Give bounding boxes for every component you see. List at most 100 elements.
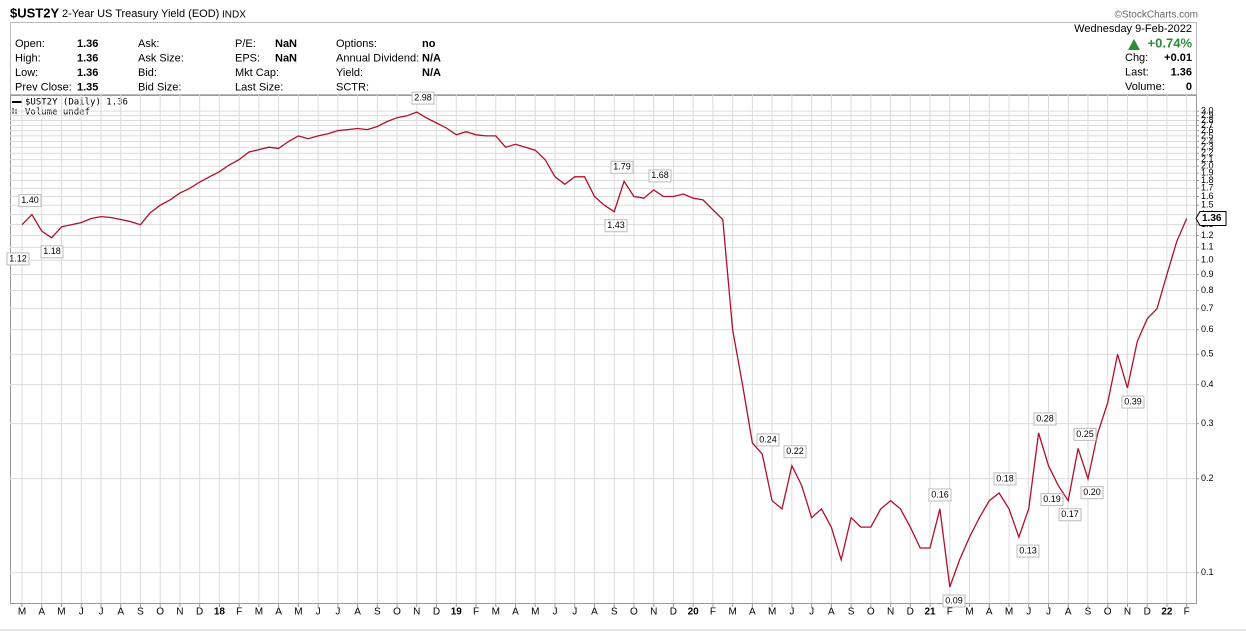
x-tick-label: O bbox=[867, 607, 875, 618]
x-tick-label: M bbox=[728, 607, 736, 618]
y-tick-label: 2.6 bbox=[1201, 125, 1214, 135]
quote-value: +0.01 bbox=[1164, 52, 1192, 64]
grid bbox=[10, 95, 1196, 603]
x-tick-label: F bbox=[947, 607, 953, 618]
y-tick-label: 1.2 bbox=[1201, 230, 1214, 240]
x-tick-label: M bbox=[768, 607, 776, 618]
y-tick-label: 1.9 bbox=[1201, 168, 1214, 178]
quote-label: Last Size: bbox=[235, 81, 283, 93]
quote-label: Ask: bbox=[138, 38, 159, 50]
x-tick-label: A bbox=[749, 607, 756, 618]
annotation-box bbox=[1016, 544, 1040, 558]
annotation-label: 1.40 bbox=[21, 195, 39, 205]
symbol: $UST2Y bbox=[10, 5, 59, 20]
x-tick-label: O bbox=[393, 607, 401, 618]
x-tick-label: J bbox=[552, 607, 557, 618]
annotation-box bbox=[1033, 412, 1057, 426]
x-tick-label: D bbox=[1144, 607, 1151, 618]
x-tick-label: 18 bbox=[214, 607, 226, 618]
y-tick-label: 0.3 bbox=[1201, 418, 1214, 428]
annotation-label: 0.17 bbox=[1061, 509, 1079, 519]
x-tick-label: M bbox=[18, 607, 26, 618]
annotation-label: 0.28 bbox=[1036, 413, 1054, 423]
quote-date: Wednesday 9-Feb-2022 bbox=[1074, 23, 1192, 35]
x-tick-label: F bbox=[473, 607, 479, 618]
x-tick-label: J bbox=[789, 607, 794, 618]
x-tick-label: J bbox=[79, 607, 84, 618]
x-tick-label: N bbox=[1124, 607, 1131, 618]
annotation-box bbox=[1040, 493, 1064, 507]
annotation-label: 1.43 bbox=[607, 220, 625, 230]
x-tick-label: J bbox=[335, 607, 340, 618]
x-tick-label: A bbox=[1065, 607, 1072, 618]
quote-label: Prev Close: bbox=[15, 81, 72, 93]
annotation-box bbox=[18, 194, 42, 208]
x-tick-label: N bbox=[650, 607, 657, 618]
annotation-box bbox=[783, 445, 807, 459]
quote-label: Options: bbox=[336, 38, 377, 50]
x-tick-label: D bbox=[907, 607, 914, 618]
annotation-box bbox=[1058, 508, 1082, 522]
annotation-label: 0.19 bbox=[1043, 494, 1061, 504]
annotation-label: 1.18 bbox=[43, 246, 61, 256]
y-tick-label: 2.1 bbox=[1201, 154, 1214, 164]
quote-label: EPS: bbox=[235, 52, 260, 64]
legend-label: $UST2Y (Daily) 1.36 bbox=[25, 98, 128, 108]
quote-label: High: bbox=[15, 52, 41, 64]
y-tick-label: 0.4 bbox=[1201, 379, 1214, 389]
price-line bbox=[21, 111, 1188, 588]
quote-label: Bid Size: bbox=[138, 81, 181, 93]
y-tick-label: 0.8 bbox=[1201, 285, 1214, 295]
x-tick-label: A bbox=[117, 607, 124, 618]
quote-value: N/A bbox=[422, 52, 441, 64]
y-tick-label: 2.4 bbox=[1201, 136, 1214, 146]
last-value-label: 1.36 bbox=[1202, 213, 1222, 224]
annotation-label: 0.39 bbox=[1124, 396, 1142, 406]
quote-label: Ask Size: bbox=[138, 52, 184, 64]
quote-label: Bid: bbox=[138, 67, 157, 79]
x-tick-label: 20 bbox=[688, 607, 700, 618]
up-arrow bbox=[1128, 39, 1140, 50]
quote-value: N/A bbox=[422, 67, 441, 79]
y-tick-label: 0.5 bbox=[1201, 349, 1214, 359]
annotation-box bbox=[756, 433, 780, 447]
annotation-box bbox=[1080, 486, 1104, 500]
change-pct: +0.74% bbox=[1148, 35, 1193, 50]
annotation-label: 0.20 bbox=[1083, 487, 1101, 497]
last-value-marker bbox=[1195, 211, 1227, 227]
x-tick-label: S bbox=[848, 607, 855, 618]
quote-label: Low: bbox=[15, 67, 38, 79]
x-tick-label: M bbox=[294, 607, 302, 618]
quote-box bbox=[10, 22, 1197, 95]
x-tick-label: J bbox=[1046, 607, 1051, 618]
x-tick-label: J bbox=[809, 607, 814, 618]
x-tick-label: A bbox=[38, 607, 45, 618]
annotation-label: 0.09 bbox=[945, 595, 963, 605]
x-tick-label: D bbox=[670, 607, 677, 618]
annotation-label: 1.68 bbox=[651, 170, 669, 180]
x-tick-label: M bbox=[255, 607, 263, 618]
x-tick-label: F bbox=[1184, 607, 1190, 618]
x-tick-label: J bbox=[1026, 607, 1031, 618]
x-tick-label: 21 bbox=[924, 607, 936, 618]
annotation-label: 0.25 bbox=[1076, 429, 1094, 439]
exchange: INDX bbox=[222, 10, 246, 21]
quote-label: Mkt Cap: bbox=[235, 67, 279, 79]
y-tick-label: 0.2 bbox=[1201, 473, 1214, 483]
quote-label: Annual Dividend: bbox=[336, 52, 419, 64]
quote-value: 0 bbox=[1186, 81, 1192, 93]
legend-volume: Volume undef bbox=[25, 108, 90, 118]
x-tick-label: F bbox=[236, 607, 242, 618]
y-tick-label: 0.6 bbox=[1201, 324, 1214, 334]
y-tick-label: 2.5 bbox=[1201, 130, 1214, 140]
x-tick-label: A bbox=[986, 607, 993, 618]
x-tick-label: M bbox=[1005, 607, 1013, 618]
quote-value: no bbox=[422, 38, 436, 50]
plot-area bbox=[10, 95, 1197, 604]
annotation-label: 0.13 bbox=[1019, 545, 1037, 555]
annotation-box bbox=[604, 219, 628, 233]
y-tick-label: 2.2 bbox=[1201, 148, 1214, 158]
y-tick-label: 1.6 bbox=[1201, 191, 1214, 201]
